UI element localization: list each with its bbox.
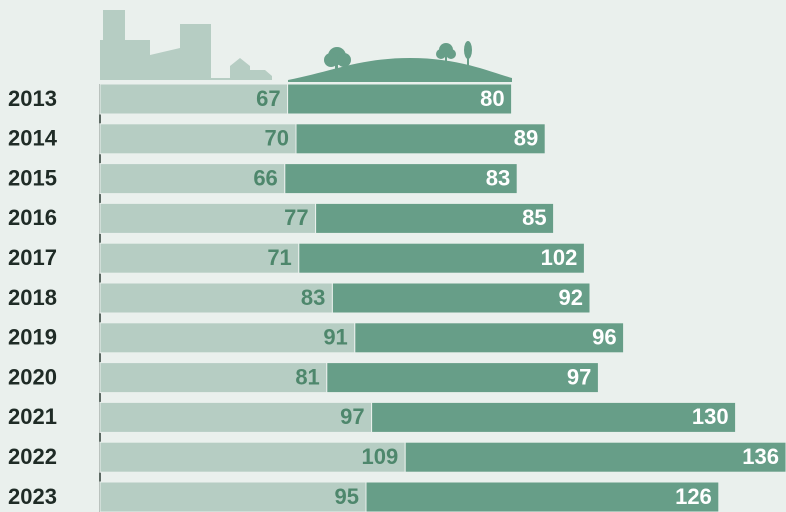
y-tick-label: 2013 — [8, 86, 57, 111]
value-label: 70 — [265, 126, 289, 151]
value-label: 126 — [675, 484, 712, 509]
value-label: 95 — [335, 484, 359, 509]
y-tick-label: 2022 — [8, 444, 57, 469]
value-label: 67 — [256, 86, 280, 111]
bar-segment — [100, 283, 332, 313]
value-label: 85 — [522, 205, 546, 230]
bar-segment — [100, 323, 355, 353]
bar-segment — [100, 442, 405, 472]
value-label: 109 — [361, 444, 398, 469]
value-label: 102 — [541, 245, 578, 270]
value-label: 97 — [567, 364, 591, 389]
value-label: 92 — [559, 285, 583, 310]
y-tick-label: 2016 — [8, 205, 57, 230]
bar-segment — [100, 482, 366, 512]
value-label: 81 — [295, 364, 319, 389]
value-label: 66 — [253, 165, 277, 190]
value-label: 77 — [284, 205, 308, 230]
page: {"chart_data": {"type": "bar", "orientat… — [0, 0, 786, 512]
y-tick-label: 2020 — [8, 364, 57, 389]
bar-segment — [405, 442, 786, 472]
bar-segment — [296, 124, 545, 154]
value-label: 91 — [323, 325, 347, 350]
y-tick-label: 2014 — [8, 126, 58, 151]
bar-segment — [332, 283, 590, 313]
value-label: 83 — [486, 165, 510, 190]
y-tick-label: 2023 — [8, 484, 57, 509]
value-label: 83 — [301, 285, 325, 310]
chart: 2013 67 80 2014 70 89 2015 66 83 2016 77 85 2017 71 10… — [0, 0, 786, 512]
value-label: 89 — [514, 126, 538, 151]
value-label: 97 — [340, 404, 364, 429]
y-tick-label: 2019 — [8, 325, 57, 350]
value-label: 96 — [592, 325, 616, 350]
bar-segment — [327, 363, 599, 393]
bar-segment — [100, 402, 372, 432]
y-tick-label: 2017 — [8, 245, 57, 270]
bar-segment — [366, 482, 719, 512]
bar-segment — [355, 323, 624, 353]
bar-segment — [100, 363, 327, 393]
bar-segment — [285, 164, 517, 194]
y-tick-label: 2018 — [8, 285, 57, 310]
value-label: 136 — [742, 444, 779, 469]
bar-segment — [288, 84, 512, 114]
y-tick-label: 2015 — [8, 165, 57, 190]
bar-segment — [316, 203, 554, 233]
bar-segment — [372, 402, 736, 432]
value-label: 71 — [267, 245, 291, 270]
y-tick-label: 2021 — [8, 404, 57, 429]
value-label: 80 — [480, 86, 504, 111]
value-label: 130 — [692, 404, 729, 429]
